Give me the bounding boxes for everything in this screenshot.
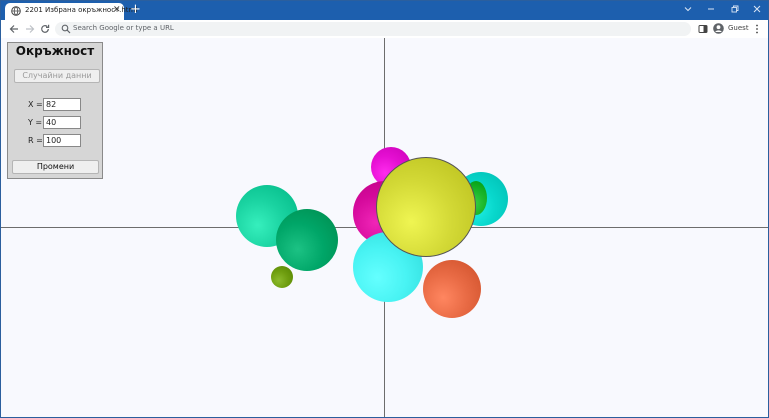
kebab-menu-icon[interactable] bbox=[755, 24, 759, 34]
circle[interactable] bbox=[271, 266, 293, 288]
profile-icon[interactable] bbox=[713, 23, 724, 34]
minimize-icon[interactable] bbox=[707, 5, 715, 13]
restore-icon[interactable] bbox=[731, 5, 739, 13]
circle[interactable] bbox=[423, 260, 481, 318]
close-icon[interactable] bbox=[753, 5, 761, 13]
profile-label[interactable]: Guest bbox=[728, 24, 749, 32]
circle[interactable] bbox=[276, 209, 338, 271]
panel-title: Окръжност bbox=[15, 44, 95, 58]
r-label: R = bbox=[28, 136, 43, 145]
x-label: X = bbox=[28, 100, 43, 109]
tab-close-icon[interactable]: ✕ bbox=[113, 5, 121, 15]
change-button[interactable]: Промени bbox=[12, 160, 99, 174]
random-data-button[interactable]: Случайни данни bbox=[14, 69, 100, 83]
address-placeholder: Search Google or type a URL bbox=[73, 24, 174, 32]
chevron-down-icon[interactable] bbox=[684, 6, 692, 12]
circle-control-panel: Окръжност Случайни данни X = 82 Y = 40 R… bbox=[7, 42, 103, 179]
y-label: Y = bbox=[28, 118, 43, 127]
y-input[interactable]: 40 bbox=[43, 116, 81, 129]
x-input[interactable]: 82 bbox=[43, 98, 81, 111]
reload-icon[interactable] bbox=[40, 24, 50, 34]
side-panel-icon[interactable] bbox=[698, 24, 708, 34]
browser-toolbar: Search Google or type a URL Guest bbox=[1, 20, 768, 39]
r-input[interactable]: 100 bbox=[43, 134, 81, 147]
page-canvas[interactable]: Окръжност Случайни данни X = 82 Y = 40 R… bbox=[1, 38, 768, 417]
new-tab-button[interactable]: + bbox=[130, 2, 141, 17]
globe-icon bbox=[11, 6, 21, 16]
arrow-left-icon[interactable] bbox=[9, 24, 19, 34]
address-bar[interactable]: Search Google or type a URL bbox=[55, 22, 691, 36]
tab-title: 2201 Избрана окръжност.html bbox=[25, 6, 138, 14]
tab-strip: 2201 Избрана окръжност.html ✕ + bbox=[1, 1, 768, 20]
search-icon bbox=[61, 24, 71, 34]
browser-tab[interactable]: 2201 Избрана окръжност.html ✕ bbox=[5, 3, 137, 20]
arrow-right-icon[interactable] bbox=[25, 24, 35, 34]
selected-circle[interactable] bbox=[376, 157, 476, 257]
